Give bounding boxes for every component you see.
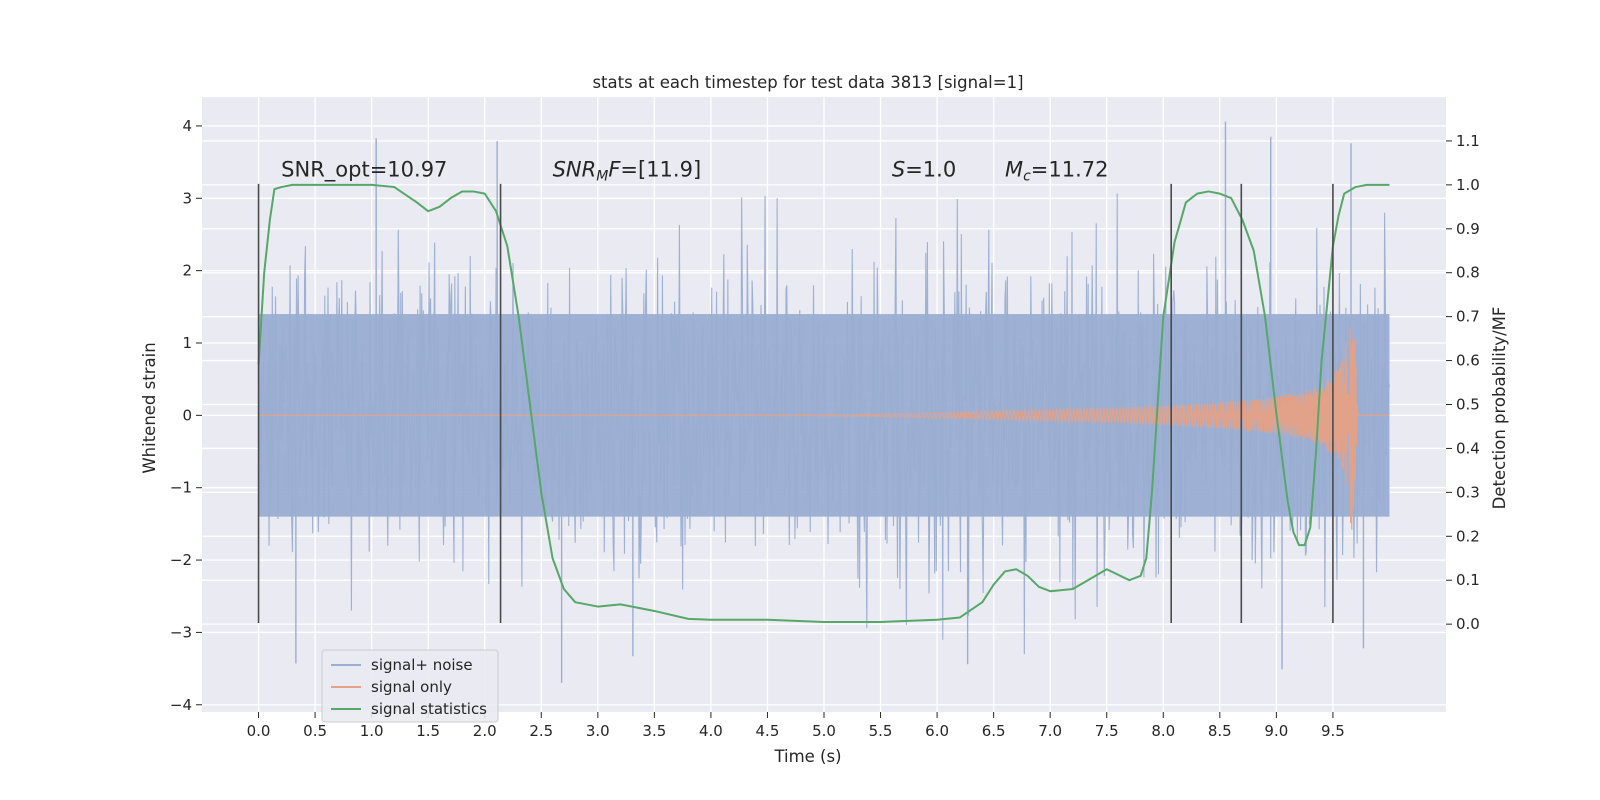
- legend: signal+ noise signal only signal statist…: [321, 649, 499, 723]
- series-signal-only-trace: [258, 328, 1390, 530]
- x-axis-ticks: 0.0 0.5 1.0 1.5 2.0 2.5 3.0 3.5 4.0 4.5 5.0 5.5 6.0 6…: [247, 712, 1345, 740]
- series-signal-only: [258, 328, 1390, 530]
- x-tick-label: 0.5: [303, 722, 327, 740]
- x-tick-label: 4.5: [756, 722, 780, 740]
- y2-tick-label: 0.9: [1456, 220, 1480, 238]
- x-tick-label: 8.0: [1151, 722, 1175, 740]
- x-tick-label: 1.5: [416, 722, 440, 740]
- x-tick-label: 0.0: [247, 722, 271, 740]
- y2-tick-label: 0.5: [1456, 396, 1480, 414]
- x-tick-label: 9.0: [1264, 722, 1288, 740]
- series-signal-statistics: [257, 183, 1390, 623]
- annotation-snr-mf-part: M: [596, 168, 608, 184]
- vline-layer: [257, 183, 1334, 624]
- y2-tick-label: 0.6: [1456, 352, 1480, 370]
- annotation-mc-part: M: [1005, 158, 1023, 182]
- y-tick-label: −2: [170, 551, 192, 569]
- x-tick-label: 6.5: [982, 722, 1006, 740]
- x-tick-label: 2.5: [529, 722, 553, 740]
- x-tick-label: 3.0: [586, 722, 610, 740]
- x-axis-label: Time (s): [773, 747, 841, 766]
- series-layer: [257, 121, 1390, 684]
- y-tick-label: 1: [182, 334, 192, 352]
- x-tick-label: 7.0: [1038, 722, 1062, 740]
- x-tick-label: 5.5: [869, 722, 893, 740]
- annotation-s-stat-part: S: [892, 158, 905, 182]
- x-tick-label: 9.5: [1321, 722, 1345, 740]
- y-axis-label: Whitened strain: [140, 342, 159, 473]
- y-tick-label: −4: [170, 696, 192, 714]
- x-tick-label: 7.5: [1095, 722, 1119, 740]
- annotation-snr-mf-part: =[11.9]: [620, 158, 701, 182]
- annotation-mc-part: =11.72: [1031, 158, 1109, 182]
- legend-label-signal-only: signal only: [371, 678, 452, 696]
- x-tick-label: 8.5: [1208, 722, 1232, 740]
- y-tick-label: 4: [182, 117, 192, 135]
- y2-axis-ticks: 1.1 1.0 0.9 0.8 0.7 0.6 0.5 0.4 0.3 0.2 0.1 0.0: [1446, 132, 1480, 633]
- y2-tick-label: 0.0: [1456, 615, 1480, 633]
- x-tick-label: 6.0: [925, 722, 949, 740]
- x-tick-label: 2.0: [473, 722, 497, 740]
- y-tick-label: −3: [170, 623, 192, 641]
- x-tick-label: 1.0: [360, 722, 384, 740]
- legend-box: [321, 649, 499, 723]
- y-tick-label: 2: [182, 262, 192, 280]
- series-signal-statistics-line: [257, 183, 1390, 623]
- chart-title: stats at each timestep for test data 381…: [592, 73, 1023, 92]
- series-signal-noise-trace: [258, 193, 1390, 655]
- y2-axis-label: Detection probability/MF: [1490, 307, 1509, 510]
- y2-tick-label: 0.4: [1456, 439, 1480, 457]
- y2-tick-label: 1.1: [1456, 132, 1480, 150]
- y2-tick-label: 1.0: [1456, 176, 1480, 194]
- y2-tick-label: 0.1: [1456, 571, 1480, 589]
- y-tick-label: 0: [182, 406, 192, 424]
- y-axis-ticks: 4 3 2 1 0 −1 −2 −3 −4: [170, 117, 202, 714]
- annotation-snr-opt: SNR_opt=10.97: [281, 158, 447, 183]
- annotation-mc-part: c: [1023, 168, 1031, 184]
- y-tick-label: 3: [182, 189, 192, 207]
- y2-tick-label: 0.3: [1456, 483, 1480, 501]
- legend-label-signal-statistics: signal statistics: [371, 700, 487, 718]
- annotation-snr-mf: SNRMF=[11.9]: [553, 158, 702, 185]
- annotation-snr-opt-part: SNR_opt=10.97: [281, 158, 447, 183]
- y-tick-label: −1: [170, 479, 192, 497]
- y2-tick-label: 0.8: [1456, 264, 1480, 282]
- annotation-snr-mf-part: SNR: [553, 158, 597, 182]
- annotation-mc: Mc=11.72: [1005, 158, 1109, 185]
- x-tick-label: 3.5: [642, 722, 666, 740]
- y2-tick-label: 0.7: [1456, 308, 1480, 326]
- legend-label-signal-noise: signal+ noise: [371, 656, 473, 674]
- annotation-snr-mf-part: F: [608, 158, 621, 182]
- annotation-s-stat: S=1.0: [892, 158, 956, 182]
- x-tick-label: 4.0: [699, 722, 723, 740]
- annotation-layer: SNR_opt=10.97 SNRMF=[11.9] S=1.0 Mc=11.72: [281, 158, 1108, 185]
- x-tick-label: 5.0: [812, 722, 836, 740]
- annotation-s-stat-part: =1.0: [905, 158, 956, 182]
- y2-tick-label: 0.2: [1456, 527, 1480, 545]
